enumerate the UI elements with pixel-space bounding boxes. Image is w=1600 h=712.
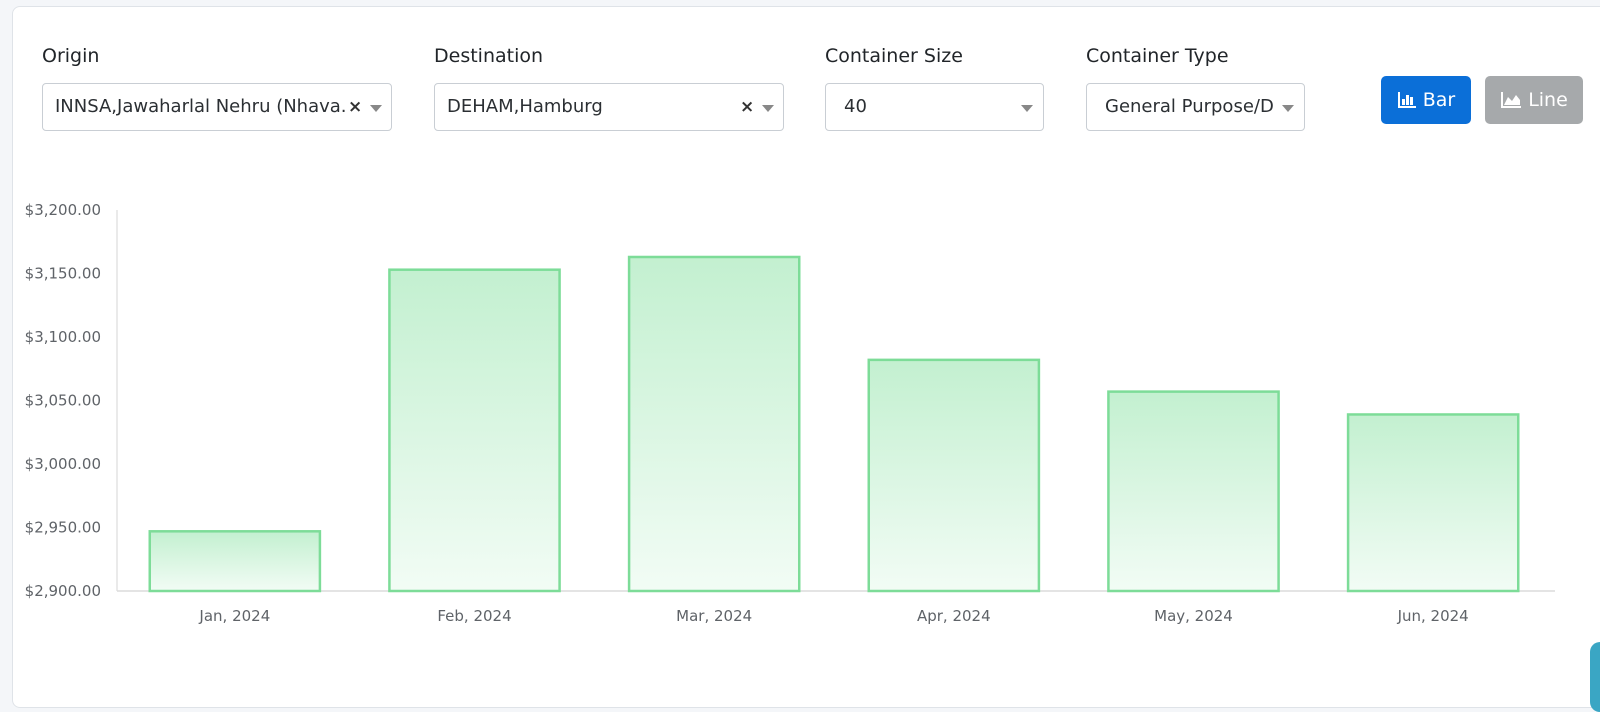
y-tick-label: $2,900.00 bbox=[25, 582, 101, 600]
origin-chevron-down-icon[interactable] bbox=[370, 105, 382, 112]
container-type-value: General Purpose/Dr bbox=[1105, 96, 1275, 117]
area-chart-icon bbox=[1501, 92, 1522, 108]
destination-chevron-down-icon[interactable] bbox=[762, 105, 774, 112]
x-tick-label: May, 2024 bbox=[1154, 607, 1233, 625]
x-tick-label: Feb, 2024 bbox=[437, 607, 511, 625]
origin-clear-icon[interactable]: × bbox=[348, 97, 363, 117]
y-tick-label: $3,200.00 bbox=[25, 201, 101, 219]
side-tab[interactable] bbox=[1590, 642, 1600, 712]
bar-jun-2024[interactable] bbox=[1346, 413, 1520, 593]
y-tick-label: $3,000.00 bbox=[25, 455, 101, 473]
x-tick-label: Mar, 2024 bbox=[676, 607, 752, 625]
y-tick-label: $2,950.00 bbox=[25, 519, 101, 537]
bar-chart-button[interactable]: Bar bbox=[1381, 76, 1471, 124]
y-tick-label: $3,100.00 bbox=[25, 328, 101, 346]
line-chart-button[interactable]: Line bbox=[1485, 76, 1583, 124]
bar-mar-2024[interactable] bbox=[627, 255, 801, 593]
x-tick-label: Jan, 2024 bbox=[198, 607, 270, 625]
y-tick-label: $3,050.00 bbox=[25, 392, 101, 410]
bar-jan-2024[interactable] bbox=[148, 530, 322, 593]
container-type-select[interactable]: General Purpose/Dr bbox=[1086, 83, 1305, 131]
container-type-chevron-down-icon[interactable] bbox=[1282, 105, 1294, 112]
destination-clear-icon[interactable]: × bbox=[740, 97, 755, 117]
origin-select[interactable]: INNSA,Jawaharlal Nehru (Nhava... × bbox=[42, 83, 392, 131]
bar-chart-icon bbox=[1397, 92, 1416, 108]
container-size-value: 40 bbox=[844, 96, 867, 117]
bar-feb-2024[interactable] bbox=[388, 268, 561, 593]
container-size-label: Container Size bbox=[825, 45, 963, 67]
container-size-chevron-down-icon[interactable] bbox=[1021, 105, 1033, 112]
x-tick-label: Apr, 2024 bbox=[917, 607, 991, 625]
y-tick-label: $3,150.00 bbox=[25, 265, 101, 283]
destination-value: DEHAM,Hamburg bbox=[447, 96, 603, 117]
destination-select[interactable]: DEHAM,Hamburg × bbox=[434, 83, 784, 131]
container-type-label: Container Type bbox=[1086, 45, 1229, 67]
bar-apr-2024[interactable] bbox=[867, 358, 1041, 593]
bar-may-2024[interactable] bbox=[1107, 390, 1280, 593]
bar-button-label: Bar bbox=[1422, 89, 1456, 111]
destination-label: Destination bbox=[434, 45, 544, 67]
x-tick-label: Jun, 2024 bbox=[1397, 607, 1469, 625]
line-button-label: Line bbox=[1528, 89, 1568, 111]
container-size-select[interactable]: 40 bbox=[825, 83, 1044, 131]
origin-value: INNSA,Jawaharlal Nehru (Nhava... bbox=[55, 96, 345, 117]
origin-label: Origin bbox=[42, 45, 100, 67]
